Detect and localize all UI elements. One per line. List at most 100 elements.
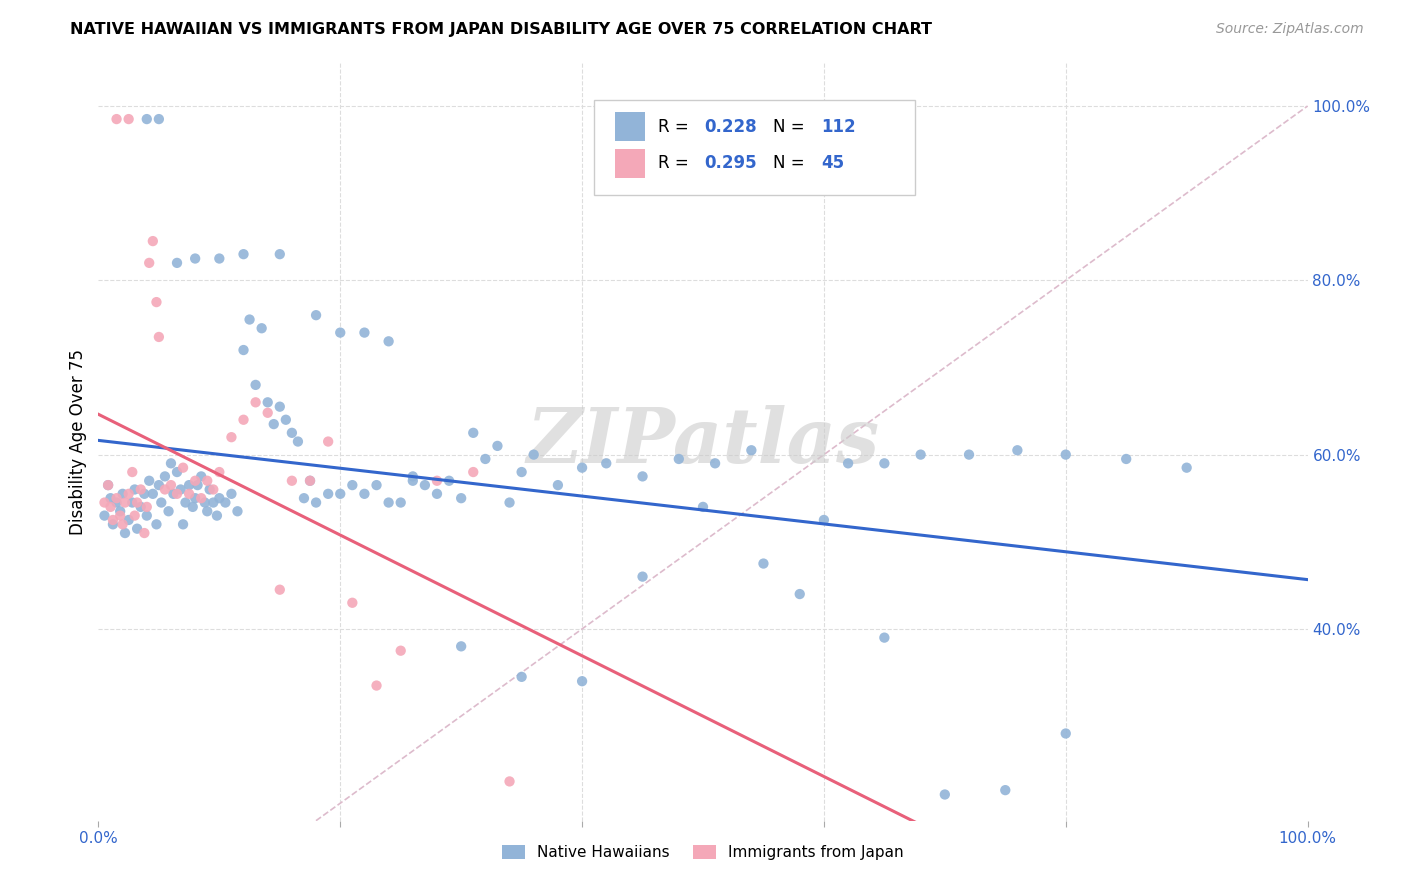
Point xyxy=(934,788,956,802)
Text: R =: R = xyxy=(658,118,695,136)
Point xyxy=(124,483,146,497)
Point xyxy=(402,469,425,483)
Point xyxy=(316,487,339,501)
Point xyxy=(202,483,225,497)
Point xyxy=(190,469,212,483)
Point xyxy=(105,491,128,506)
Point xyxy=(353,487,375,501)
Point xyxy=(166,487,188,501)
Point xyxy=(595,456,617,470)
Point xyxy=(184,474,207,488)
Text: 112: 112 xyxy=(821,118,856,136)
Point xyxy=(245,377,267,392)
Point xyxy=(148,330,170,344)
Point xyxy=(108,504,131,518)
Point xyxy=(172,517,194,532)
Point xyxy=(377,495,399,509)
Point xyxy=(263,417,285,431)
Point xyxy=(1054,448,1077,462)
Point xyxy=(450,640,472,654)
Point xyxy=(205,508,228,523)
Point xyxy=(150,495,173,509)
Point xyxy=(181,500,204,514)
Point xyxy=(202,495,225,509)
Point xyxy=(169,483,191,497)
Point xyxy=(486,439,509,453)
Point xyxy=(342,596,364,610)
Point xyxy=(138,474,160,488)
Point xyxy=(740,443,762,458)
Point xyxy=(316,434,339,449)
Point xyxy=(813,513,835,527)
Point xyxy=(547,478,569,492)
Point xyxy=(281,474,304,488)
Point xyxy=(145,517,167,532)
Point xyxy=(101,517,124,532)
Point xyxy=(789,587,811,601)
Point xyxy=(208,491,231,506)
Point xyxy=(166,256,188,270)
Point xyxy=(389,643,412,657)
Point xyxy=(510,465,533,479)
Text: N =: N = xyxy=(773,154,810,172)
Point xyxy=(426,474,449,488)
Point xyxy=(160,456,183,470)
Point xyxy=(153,469,176,483)
Point xyxy=(142,234,165,248)
Point xyxy=(329,487,352,501)
Point xyxy=(1175,460,1198,475)
Point xyxy=(100,500,122,514)
Point xyxy=(134,487,156,501)
Point xyxy=(873,631,896,645)
Point xyxy=(292,491,315,506)
Point xyxy=(127,522,149,536)
Point xyxy=(250,321,273,335)
Point xyxy=(752,557,775,571)
Point xyxy=(166,465,188,479)
Point xyxy=(153,483,176,497)
Point xyxy=(299,474,322,488)
Point xyxy=(148,478,170,492)
Point xyxy=(366,478,388,492)
Point xyxy=(118,513,141,527)
Point xyxy=(239,312,262,326)
Point xyxy=(208,465,231,479)
Point xyxy=(463,425,485,440)
Point xyxy=(190,491,212,506)
Point xyxy=(172,460,194,475)
Point xyxy=(174,495,197,509)
Point xyxy=(157,504,180,518)
Point xyxy=(256,406,278,420)
Point xyxy=(256,395,278,409)
Point xyxy=(299,474,322,488)
Point xyxy=(148,112,170,127)
Text: N =: N = xyxy=(773,118,810,136)
Point xyxy=(118,487,141,501)
Text: R =: R = xyxy=(658,154,695,172)
Text: Source: ZipAtlas.com: Source: ZipAtlas.com xyxy=(1216,22,1364,37)
Point xyxy=(134,526,156,541)
Point xyxy=(127,495,149,509)
Point xyxy=(114,495,136,509)
Point xyxy=(100,491,122,506)
Text: 0.295: 0.295 xyxy=(704,154,756,172)
Point xyxy=(135,112,157,127)
Point xyxy=(97,478,120,492)
Point xyxy=(129,483,152,497)
Point xyxy=(498,495,520,509)
Point xyxy=(305,495,328,509)
Text: NATIVE HAWAIIAN VS IMMIGRANTS FROM JAPAN DISABILITY AGE OVER 75 CORRELATION CHAR: NATIVE HAWAIIAN VS IMMIGRANTS FROM JAPAN… xyxy=(70,22,932,37)
Point xyxy=(145,295,167,310)
Point xyxy=(523,448,546,462)
Point xyxy=(510,670,533,684)
Point xyxy=(1007,443,1029,458)
Point xyxy=(142,487,165,501)
Point xyxy=(631,469,654,483)
Point xyxy=(111,517,134,532)
Point xyxy=(305,308,328,322)
Text: 45: 45 xyxy=(821,154,845,172)
Point xyxy=(329,326,352,340)
FancyBboxPatch shape xyxy=(595,101,915,195)
Point xyxy=(195,474,218,488)
Point xyxy=(377,334,399,349)
